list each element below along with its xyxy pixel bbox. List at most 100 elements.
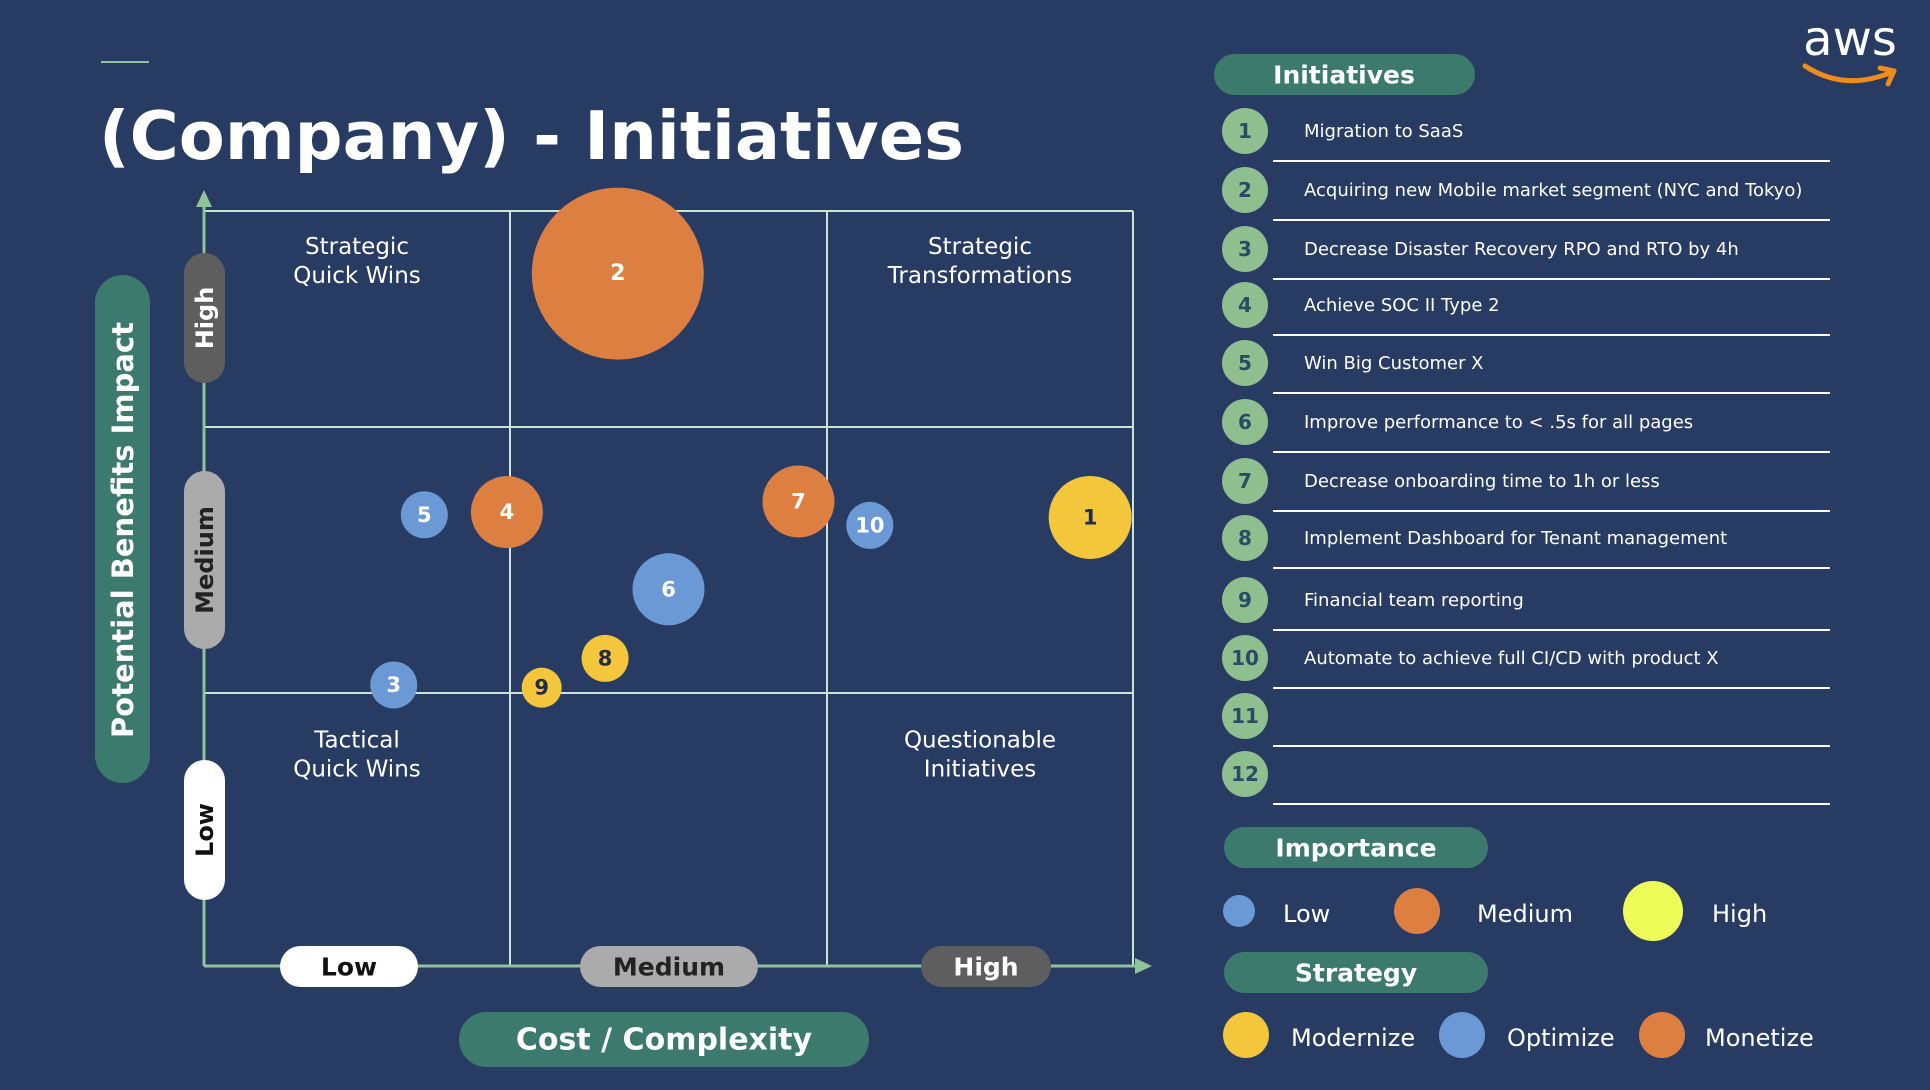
y-axis-arrow-icon <box>196 190 212 207</box>
initiative-list-item-2: 2 Acquiring new Mobile market segment (NY… <box>1222 167 1830 221</box>
bubble-circle-5 <box>400 491 448 539</box>
y-category-label-high: High <box>191 287 219 350</box>
initiative-number: 2 <box>1238 178 1252 202</box>
initiative-number-circle <box>1222 751 1268 797</box>
importance-label-medium: Medium <box>1477 900 1573 928</box>
quadrant-label-line: Strategic <box>928 234 1032 260</box>
strategy-legend: Strategy Modernize Optimize Monetize <box>1223 952 1814 1058</box>
y-category-pill-medium <box>184 471 225 649</box>
initiative-bubble-9: 9 <box>521 667 562 708</box>
initiative-text: Decrease Disaster Recovery RPO and RTO b… <box>1304 239 1739 260</box>
importance-item-low: Low <box>1223 895 1330 928</box>
initiative-bubble-10: 10 <box>846 501 894 549</box>
importance-header-text: Importance <box>1275 834 1436 863</box>
initiative-bubbles: 1 2 3 4 5 6 7 8 9 10 <box>370 187 1132 709</box>
quadrant-label-line: Strategic <box>305 234 409 260</box>
strategy-label-optimize: Optimize <box>1507 1024 1615 1052</box>
initiative-bubble-7: 7 <box>762 465 835 538</box>
x-axis-title-pill <box>459 1012 869 1067</box>
initiative-text: Automate to achieve full CI/CD with prod… <box>1304 648 1719 669</box>
importance-swatch-medium <box>1394 888 1440 934</box>
bubble-label-5: 5 <box>417 503 432 527</box>
strategy-swatch-modernize <box>1223 1012 1269 1058</box>
importance-swatch-high <box>1623 881 1683 941</box>
strategy-header-pill <box>1224 952 1488 993</box>
quadrant-label-line: Transformations <box>887 263 1073 289</box>
bubble-circle-9 <box>521 667 562 708</box>
initiative-list-item-9: 9 Financial team reporting <box>1222 577 1830 631</box>
initiative-bubble-6: 6 <box>632 553 705 626</box>
importance-swatch-low <box>1223 895 1255 927</box>
quadrant-label-line: Quick Wins <box>293 263 421 289</box>
initiative-text: Improve performance to < .5s for all pag… <box>1304 412 1693 433</box>
initiative-number: 5 <box>1238 351 1252 375</box>
initiative-bubble-3: 3 <box>370 661 418 709</box>
initiatives-header-text: Initiatives <box>1273 61 1415 90</box>
initiative-number-circle <box>1222 282 1268 328</box>
bubble-label-2: 2 <box>610 261 625 286</box>
initiative-number-circle <box>1222 515 1268 561</box>
initiative-list-item-1: 1 Migration to SaaS <box>1222 108 1830 162</box>
initiative-text: Achieve SOC II Type 2 <box>1304 295 1500 316</box>
quadrant-label: Tactical Quick Wins <box>293 728 421 783</box>
bubble-circle-3 <box>370 661 418 709</box>
aws-smile-icon <box>1802 63 1895 84</box>
bubble-circle-10 <box>846 501 894 549</box>
initiative-number: 3 <box>1238 237 1252 261</box>
quadrant-label: Strategic Quick Wins <box>293 234 421 289</box>
bubble-circle-4 <box>470 476 543 549</box>
x-category-pill-low <box>280 946 418 987</box>
y-category-label-medium: Medium <box>191 506 219 614</box>
initiative-number: 10 <box>1231 646 1259 670</box>
initiative-number-circle <box>1222 635 1268 681</box>
initiative-number-circle <box>1222 340 1268 386</box>
bubble-circle-7 <box>762 465 835 538</box>
initiative-number: 9 <box>1238 588 1252 612</box>
initiative-text: Win Big Customer X <box>1304 353 1484 374</box>
initiative-list-item-3: 3 Decrease Disaster Recovery RPO and RTO … <box>1222 226 1830 280</box>
x-category-label-high: High <box>953 953 1018 982</box>
initiative-number-circle <box>1222 226 1268 272</box>
strategy-swatch-optimize <box>1439 1012 1485 1058</box>
initiative-bubble-5: 5 <box>400 491 448 539</box>
initiative-list-item-11: 11 <box>1222 693 1830 747</box>
bubble-label-9: 9 <box>534 676 549 700</box>
initiative-text: Decrease onboarding time to 1h or less <box>1304 471 1660 492</box>
y-category-pill-low <box>184 760 225 900</box>
x-category-pill-high <box>921 946 1051 987</box>
importance-label-low: Low <box>1283 900 1330 928</box>
initiative-number-circle <box>1222 693 1268 739</box>
initiatives-header-pill <box>1214 54 1475 95</box>
x-category-label-medium: Medium <box>613 953 725 982</box>
y-axis-title-pill <box>95 275 150 783</box>
bubble-label-4: 4 <box>500 500 515 524</box>
initiative-number-circle <box>1222 458 1268 504</box>
initiative-text: Financial team reporting <box>1304 590 1524 611</box>
y-axis-title: Potential Benefits Impact <box>95 275 150 783</box>
initiative-number-circle <box>1222 167 1268 213</box>
strategy-item-monetize: Monetize <box>1639 1012 1814 1058</box>
bubble-label-7: 7 <box>791 489 806 513</box>
initiative-number: 7 <box>1238 469 1252 493</box>
strategy-header-text: Strategy <box>1295 959 1417 988</box>
bubble-label-1: 1 <box>1083 505 1098 529</box>
strategy-label-modernize: Modernize <box>1291 1024 1415 1052</box>
y-category-pill-high <box>184 253 225 383</box>
initiative-list-item-7: 7 Decrease onboarding time to 1h or less <box>1222 458 1830 512</box>
initiative-number: 8 <box>1238 526 1252 550</box>
quadrant-label-line: Initiatives <box>924 757 1036 783</box>
strategy-swatch-monetize <box>1639 1012 1685 1058</box>
initiative-bubble-1: 1 <box>1048 475 1132 559</box>
importance-label-high: High <box>1712 900 1767 928</box>
quadrant-label-line: Quick Wins <box>293 757 421 783</box>
quadrant-label-line: Questionable <box>904 728 1056 754</box>
initiative-number-circle <box>1222 399 1268 445</box>
x-category-pill-medium <box>580 946 758 987</box>
aws-logo-text: aws <box>1803 11 1897 67</box>
bubble-label-6: 6 <box>661 577 676 601</box>
strategy-label-monetize: Monetize <box>1705 1024 1814 1052</box>
bubble-label-10: 10 <box>855 513 884 537</box>
initiative-list-item-12: 12 <box>1222 751 1830 805</box>
initiative-bubble-8: 8 <box>581 634 629 682</box>
initiative-bubble-4: 4 <box>470 476 543 549</box>
